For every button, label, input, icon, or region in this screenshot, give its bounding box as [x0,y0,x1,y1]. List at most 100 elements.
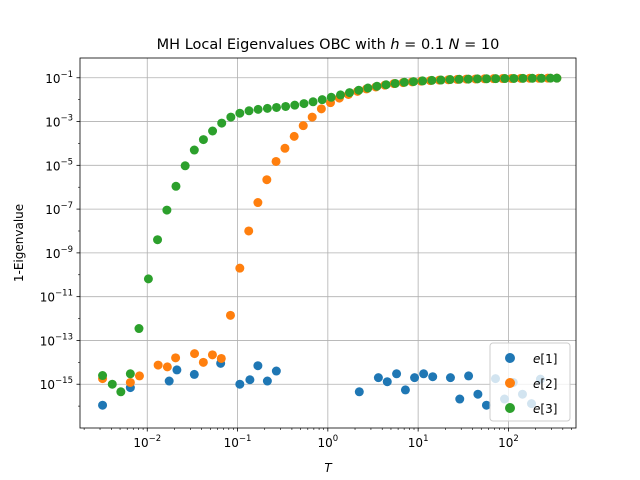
chart-title: MH Local Eigenvalues OBC with h = 0.1 N … [157,37,500,53]
data-point [436,75,446,85]
y-tick-label: 10−1 [45,70,73,86]
data-point [198,135,208,145]
data-point [216,353,226,363]
data-point [244,106,254,116]
data-point [153,235,163,245]
data-point [134,371,144,381]
legend-marker-e3 [505,403,515,413]
data-point [171,353,181,363]
data-point [253,104,263,114]
data-point [400,385,410,395]
data-point [290,100,300,110]
data-point [419,369,429,379]
data-point [428,372,438,382]
legend-label-e2: e[2] [533,377,557,391]
title-n-symbol: N [449,37,460,53]
data-point [162,205,172,215]
title-h-symbol: h [390,37,399,53]
data-point [354,85,364,95]
data-point [410,373,420,383]
data-point [409,77,419,87]
x-tick-label: 100 [317,434,338,450]
data-point [153,360,163,370]
data-point [280,143,290,153]
data-point [381,80,391,90]
series-e2 [98,73,562,387]
data-point [427,75,437,85]
y-tick-label: 10−13 [40,332,73,348]
data-point [281,101,291,111]
data-point [299,99,309,109]
data-point [207,350,217,360]
y-tick-label: 10−3 [45,114,73,130]
y-axis-label: 1-Eigenvalue [12,204,26,282]
legend: e[1] e[2] e[3] [489,342,571,422]
data-point [509,73,519,83]
data-point [363,83,373,93]
data-point [345,88,355,98]
axis-ticks: 10−2 10−1 100 101 102 10−15 10−13 10−11 10−9 10−7… [40,70,572,450]
data-point [271,156,281,166]
data-point [491,74,501,84]
data-point [143,274,153,284]
data-point [390,78,400,88]
data-point [262,103,272,113]
data-point [481,400,491,410]
data-point [125,377,135,387]
data-point [298,121,308,131]
legend-box [489,342,571,422]
data-point [464,371,474,381]
data-point [244,226,254,236]
data-point [107,379,117,389]
data-point [545,73,555,83]
data-point [245,375,255,385]
data-point [335,90,345,100]
data-point [500,74,510,84]
y-tick-label: 10−9 [45,245,73,261]
data-point [189,369,199,379]
scatter-points [98,73,562,410]
legend-marker-e2 [505,378,515,388]
data-point [171,181,181,191]
data-point [116,387,126,397]
data-point [235,379,245,389]
x-tick-label: 10−1 [224,434,252,450]
title-n-value: = 10 [459,37,499,53]
data-point [326,92,336,102]
data-point [392,369,402,379]
data-point [253,198,263,208]
data-point [208,126,218,136]
title-h-value: = 0.1 [400,37,449,53]
data-point [134,324,144,334]
data-point [552,73,562,83]
data-point [98,400,108,410]
data-point [418,76,428,86]
data-point [198,357,208,367]
data-point [225,310,235,320]
data-point [272,102,281,112]
data-point [217,118,227,128]
data-point [172,365,182,375]
data-point [455,394,465,404]
data-point [399,77,409,87]
data-point [472,74,482,84]
legend-label-e1: e[1] [533,352,557,366]
data-point [445,75,455,85]
data-point [308,97,318,107]
data-point [189,145,199,155]
x-tick-label: 101 [408,434,429,450]
data-point [180,161,190,171]
data-point [454,74,464,84]
y-tick-label: 10−11 [40,289,73,305]
x-tick-label: 102 [498,434,519,450]
y-tick-label: 10−5 [45,157,73,173]
data-point [226,112,236,122]
data-point [463,74,473,84]
x-axis-label: T [324,461,333,475]
x-tick-label: 10−2 [133,434,161,450]
data-point [262,376,272,386]
data-point [316,104,326,114]
data-point [162,362,172,372]
data-point [317,95,327,105]
y-tick-label: 10−15 [40,376,73,392]
